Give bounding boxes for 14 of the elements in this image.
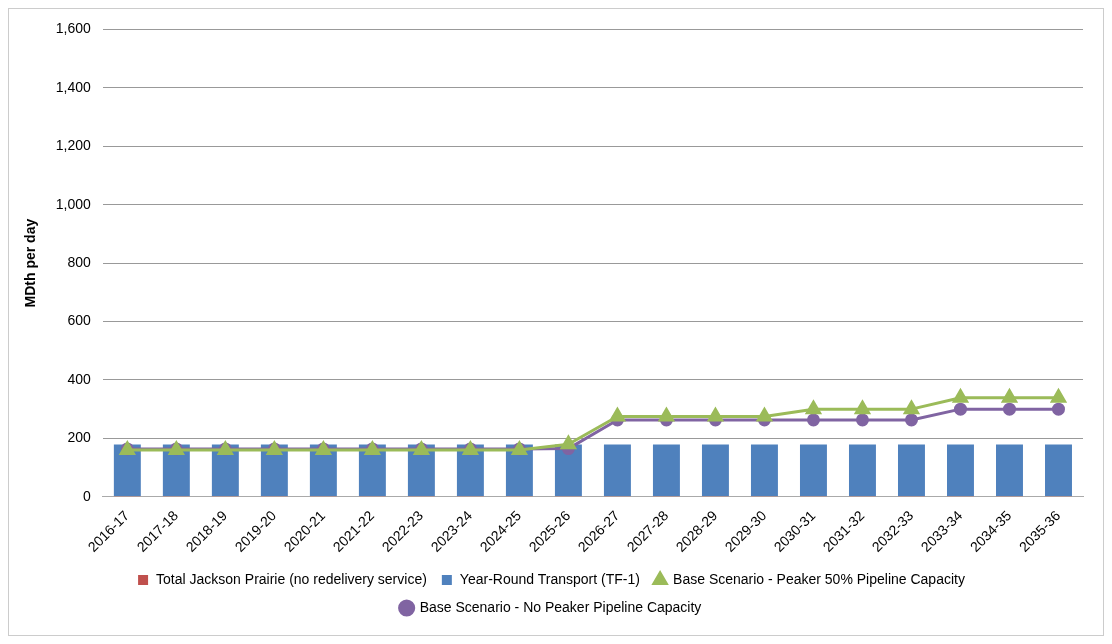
y-tick-label: 1,000 <box>55 195 92 212</box>
y-tick-label: 1,600 <box>55 20 92 37</box>
y-tick-label: 400 <box>67 370 92 387</box>
legend-label: Year-Round Transport (TF-1) <box>459 570 640 587</box>
y-tick-label: 600 <box>67 312 92 329</box>
y-axis-title: MDth per day <box>22 218 39 308</box>
y-tick-label: 1,200 <box>55 137 92 154</box>
y-tick-label: 200 <box>67 429 92 446</box>
y-tick-label: 800 <box>67 253 92 270</box>
legend-label: Total Jackson Prairie (no redelivery service) <box>156 570 427 587</box>
legend-label: Base Scenario - No Peaker Pipeline Capacity <box>419 598 702 615</box>
y-tick-label: 0 <box>83 487 92 504</box>
y-tick-label: 1,400 <box>55 78 92 95</box>
legend-label: Base Scenario - Peaker 50% Pipeline Capacity <box>673 570 965 587</box>
